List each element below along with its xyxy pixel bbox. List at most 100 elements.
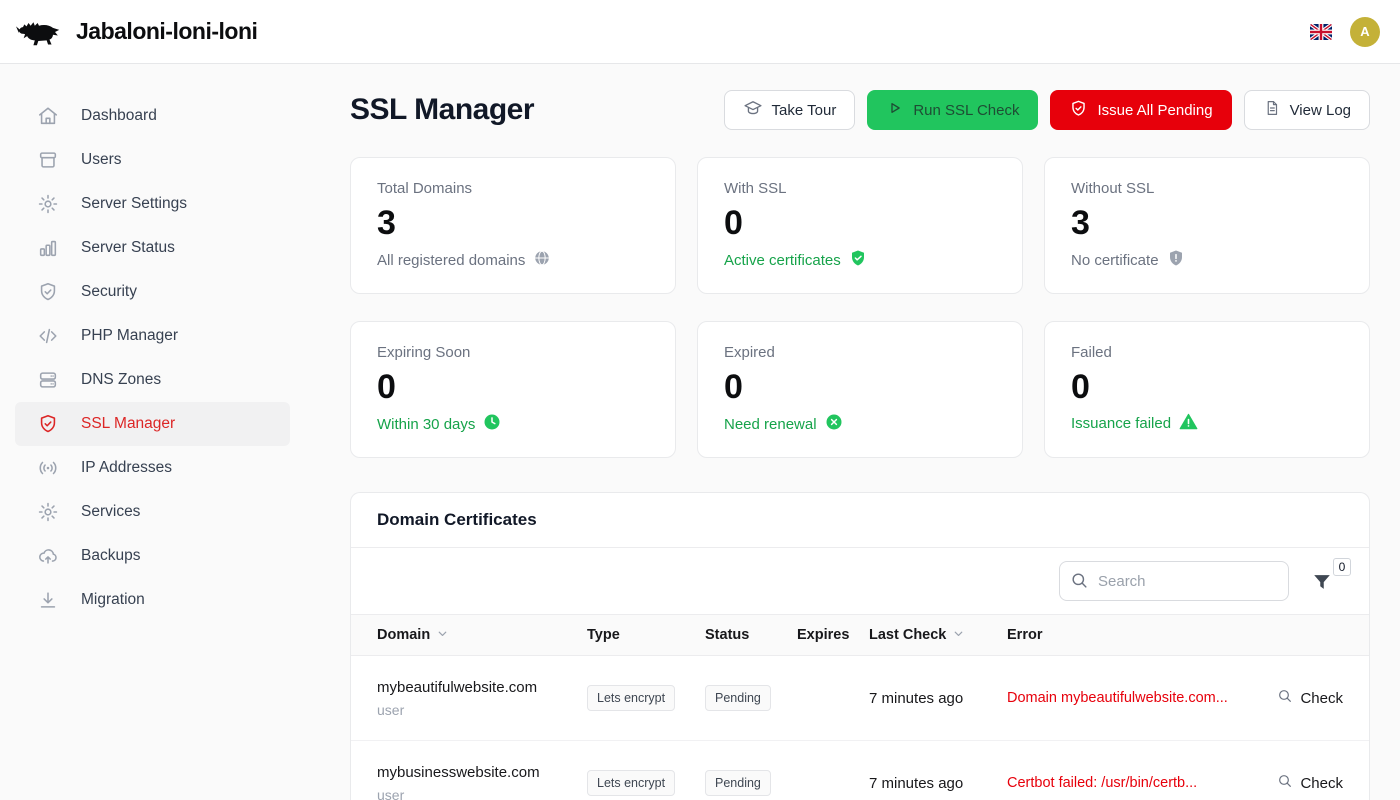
card-caption: No certificate bbox=[1071, 249, 1343, 271]
button-label: View Log bbox=[1289, 101, 1351, 119]
status-cell: Pending bbox=[705, 685, 797, 711]
broadcast-icon bbox=[37, 457, 59, 479]
card-label: Total Domains bbox=[377, 180, 473, 197]
code-icon bbox=[37, 325, 59, 347]
sidebar-item-migration[interactable]: Migration bbox=[15, 578, 290, 622]
card-label: Expiring Soon bbox=[377, 344, 471, 361]
stat-card-expired: Expired 0 Need renewal bbox=[697, 321, 1023, 458]
column-label: Expires bbox=[797, 627, 850, 643]
card-value: 0 bbox=[1071, 367, 1090, 406]
column-header-type: Type bbox=[587, 627, 705, 643]
card-value: 3 bbox=[1071, 204, 1090, 242]
domain-certificates-panel: Domain Certificates 0 Do bbox=[350, 492, 1370, 800]
card-caption: Need renewal bbox=[724, 413, 996, 435]
domain-owner: user bbox=[377, 786, 405, 800]
gear-icon bbox=[37, 193, 59, 215]
caption-text: All registered domains bbox=[377, 251, 526, 269]
card-value: 0 bbox=[377, 368, 396, 406]
column-header-domain[interactable]: Domain bbox=[377, 627, 587, 644]
column-label: Status bbox=[705, 627, 750, 643]
sidebar-item-ip-addresses[interactable]: IP Addresses bbox=[15, 446, 290, 490]
sidebar-item-label: Users bbox=[81, 151, 122, 168]
magnifier-icon bbox=[1277, 688, 1293, 708]
card-value: 3 bbox=[377, 204, 396, 242]
sidebar-item-server-status[interactable]: Server Status bbox=[15, 226, 290, 270]
brand[interactable]: Jabaloni-loni-loni bbox=[16, 15, 258, 49]
status-badge: Pending bbox=[705, 770, 771, 796]
column-header-last-check[interactable]: Last Check bbox=[869, 627, 1007, 644]
home-icon bbox=[37, 105, 59, 127]
sidebar-item-server-settings[interactable]: Server Settings bbox=[15, 182, 290, 226]
globe-icon bbox=[533, 249, 551, 271]
stat-card-total-domains: Total Domains 3 All registered domains bbox=[350, 157, 676, 294]
view-log-button[interactable]: View Log bbox=[1243, 90, 1370, 130]
stat-card-without-ssl: Without SSL 3 No certificate bbox=[1044, 157, 1370, 294]
x-circle-icon bbox=[825, 413, 843, 435]
sidebar-item-dns-zones[interactable]: DNS Zones bbox=[15, 358, 290, 402]
sidebar-item-backups[interactable]: Backups bbox=[15, 534, 290, 578]
check-button[interactable]: Check bbox=[1251, 773, 1343, 793]
user-avatar[interactable]: A bbox=[1350, 16, 1380, 47]
button-label: Issue All Pending bbox=[1097, 101, 1213, 119]
sidebar-item-users[interactable]: Users bbox=[15, 138, 290, 182]
card-label: Failed bbox=[1071, 344, 1112, 361]
filter-button[interactable]: 0 bbox=[1309, 558, 1351, 598]
column-label: Last Check bbox=[869, 627, 947, 643]
domain-name: mybusinesswebsite.com bbox=[377, 763, 540, 781]
sidebar-item-label: Services bbox=[81, 503, 141, 520]
shield-check-icon bbox=[849, 249, 867, 271]
play-icon bbox=[886, 99, 904, 121]
column-header-error: Error bbox=[1007, 627, 1251, 643]
uk-flag-icon[interactable] bbox=[1310, 23, 1332, 40]
boar-logo-icon bbox=[16, 15, 62, 49]
archive-icon bbox=[37, 149, 59, 171]
sidebar-item-label: Server Settings bbox=[81, 195, 187, 212]
table-row: mybusinesswebsite.com user Lets encrypt … bbox=[351, 741, 1369, 800]
card-caption: Issuance failed bbox=[1071, 412, 1343, 435]
type-badge: Lets encrypt bbox=[587, 770, 676, 796]
sidebar-item-label: Dashboard bbox=[81, 107, 157, 124]
caption-text: No certificate bbox=[1071, 251, 1159, 269]
status-badge: Pending bbox=[705, 685, 771, 711]
sidebar-item-label: IP Addresses bbox=[81, 459, 173, 476]
download-icon bbox=[37, 589, 59, 611]
error-cell: Domain mybeautifulwebsite.com... bbox=[1007, 690, 1228, 706]
shield-icon bbox=[37, 281, 59, 303]
check-button[interactable]: Check bbox=[1251, 688, 1343, 708]
stat-card-expiring-soon: Expiring Soon 0 Within 30 days bbox=[350, 321, 676, 458]
column-header-status: Status bbox=[705, 627, 797, 643]
sidebar-item-security[interactable]: Security bbox=[15, 270, 290, 314]
stat-cards: Total Domains 3 All registered domains W… bbox=[350, 157, 1370, 458]
caption-text: Active certificates bbox=[724, 251, 841, 269]
take-tour-button[interactable]: Take Tour bbox=[723, 90, 856, 130]
card-caption: All registered domains bbox=[377, 249, 649, 271]
table-row: mybeautifulwebsite.com user Lets encrypt… bbox=[351, 656, 1369, 741]
sidebar-item-label: Server Status bbox=[81, 239, 175, 256]
last-check-cell: 7 minutes ago bbox=[869, 774, 964, 792]
column-header-expires: Expires bbox=[797, 627, 869, 643]
issue-all-pending-button[interactable]: Issue All Pending bbox=[1050, 90, 1232, 130]
page-title: SSL Manager bbox=[350, 93, 535, 126]
card-value: 0 bbox=[724, 368, 743, 406]
document-icon bbox=[1263, 99, 1281, 121]
table-header: Domain Type Status Expires Last Check bbox=[351, 614, 1369, 656]
filter-count-badge: 0 bbox=[1333, 558, 1351, 576]
sidebar-item-label: PHP Manager bbox=[81, 327, 179, 344]
search-icon bbox=[1070, 571, 1089, 595]
sidebar-item-label: DNS Zones bbox=[81, 371, 162, 388]
column-label: Error bbox=[1007, 627, 1043, 643]
sidebar-item-php-manager[interactable]: PHP Manager bbox=[15, 314, 290, 358]
sidebar-item-services[interactable]: Services bbox=[15, 490, 290, 534]
run-ssl-check-button[interactable]: Run SSL Check bbox=[867, 90, 1039, 130]
search-input[interactable] bbox=[1059, 561, 1289, 601]
button-label: Run SSL Check bbox=[913, 101, 1020, 119]
sidebar-item-dashboard[interactable]: Dashboard bbox=[15, 94, 290, 138]
card-label: With SSL bbox=[724, 180, 787, 197]
warning-triangle-icon bbox=[1179, 412, 1198, 435]
topbar: Jabaloni-loni-loni A bbox=[0, 0, 1400, 64]
error-cell: Certbot failed: /usr/bin/certb... bbox=[1007, 775, 1198, 791]
sidebar-item-ssl-manager[interactable]: SSL Manager bbox=[15, 402, 290, 446]
status-cell: Pending bbox=[705, 770, 797, 796]
clock-icon bbox=[483, 413, 501, 435]
card-caption: Active certificates bbox=[724, 249, 996, 271]
